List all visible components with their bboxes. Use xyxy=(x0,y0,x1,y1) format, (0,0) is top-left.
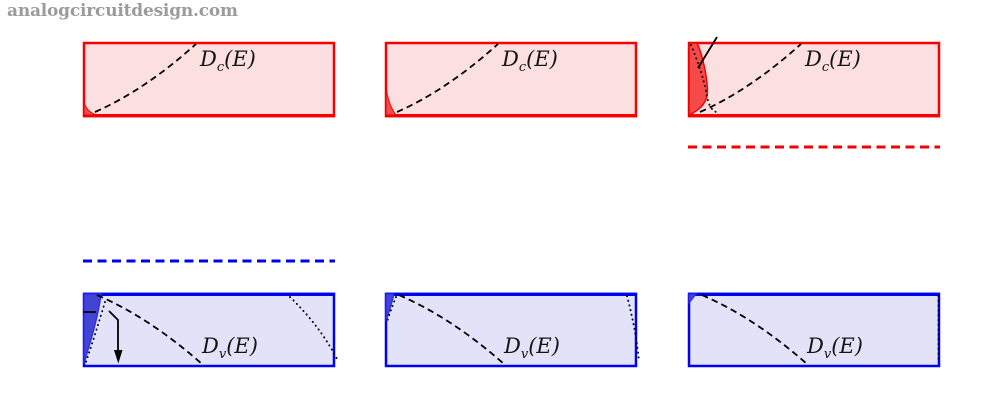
dv-base: D xyxy=(504,334,521,358)
annotation-arrowhead-1 xyxy=(114,350,123,364)
hole-population-3 xyxy=(688,293,698,305)
dv-args: (E) xyxy=(528,334,560,358)
dc-label-1: Dc(E) xyxy=(200,47,256,75)
dc-base: D xyxy=(805,47,822,71)
annotation-arrow-shaft-1 xyxy=(108,310,119,352)
dc-base: D xyxy=(502,47,519,71)
conduction-band-box-2 xyxy=(384,41,638,118)
dc-label-3: Dc(E) xyxy=(805,47,861,75)
dv-sub: v xyxy=(218,347,227,363)
dc-args: (E) xyxy=(526,47,558,71)
valence-band-box-2 xyxy=(384,292,638,368)
dv-label-2: Dv(E) xyxy=(504,334,560,362)
annotation-leader-line-3 xyxy=(697,36,718,69)
panel-middle xyxy=(384,41,640,368)
fermi-function-dotted-right-2 xyxy=(626,295,640,362)
dv-sub: v xyxy=(520,347,529,363)
panel-left xyxy=(82,41,339,368)
dv-curve-2 xyxy=(398,294,505,365)
dv-label-1: Dv(E) xyxy=(202,334,258,362)
dv-curve-1 xyxy=(96,294,203,365)
dv-args: (E) xyxy=(226,334,258,358)
dv-base: D xyxy=(202,334,219,358)
dv-sub: v xyxy=(823,347,832,363)
dc-label-2: Dc(E) xyxy=(502,47,558,75)
fermi-function-dotted-left-2 xyxy=(386,296,397,323)
dv-curve-3 xyxy=(701,294,808,365)
dc-curve-3 xyxy=(699,43,802,113)
conduction-band-box-1 xyxy=(82,41,336,118)
dc-sub: c xyxy=(216,60,225,76)
dv-args: (E) xyxy=(831,334,863,358)
dc-curve-1 xyxy=(94,43,197,113)
dc-args: (E) xyxy=(224,47,256,71)
valence-band-box-3 xyxy=(687,292,941,368)
dc-curve-2 xyxy=(396,43,499,113)
electron-population-1 xyxy=(83,101,97,116)
panel-right xyxy=(687,36,941,368)
hole-population-2 xyxy=(385,293,395,322)
dc-args: (E) xyxy=(829,47,861,71)
dc-base: D xyxy=(200,47,217,71)
dv-base: D xyxy=(807,334,824,358)
electron-population-2 xyxy=(385,86,397,116)
dc-sub: c xyxy=(821,60,830,76)
dv-label-3: Dv(E) xyxy=(807,334,863,362)
watermark: analogcircuitdesign.com xyxy=(7,1,238,21)
dc-sub: c xyxy=(518,60,527,76)
